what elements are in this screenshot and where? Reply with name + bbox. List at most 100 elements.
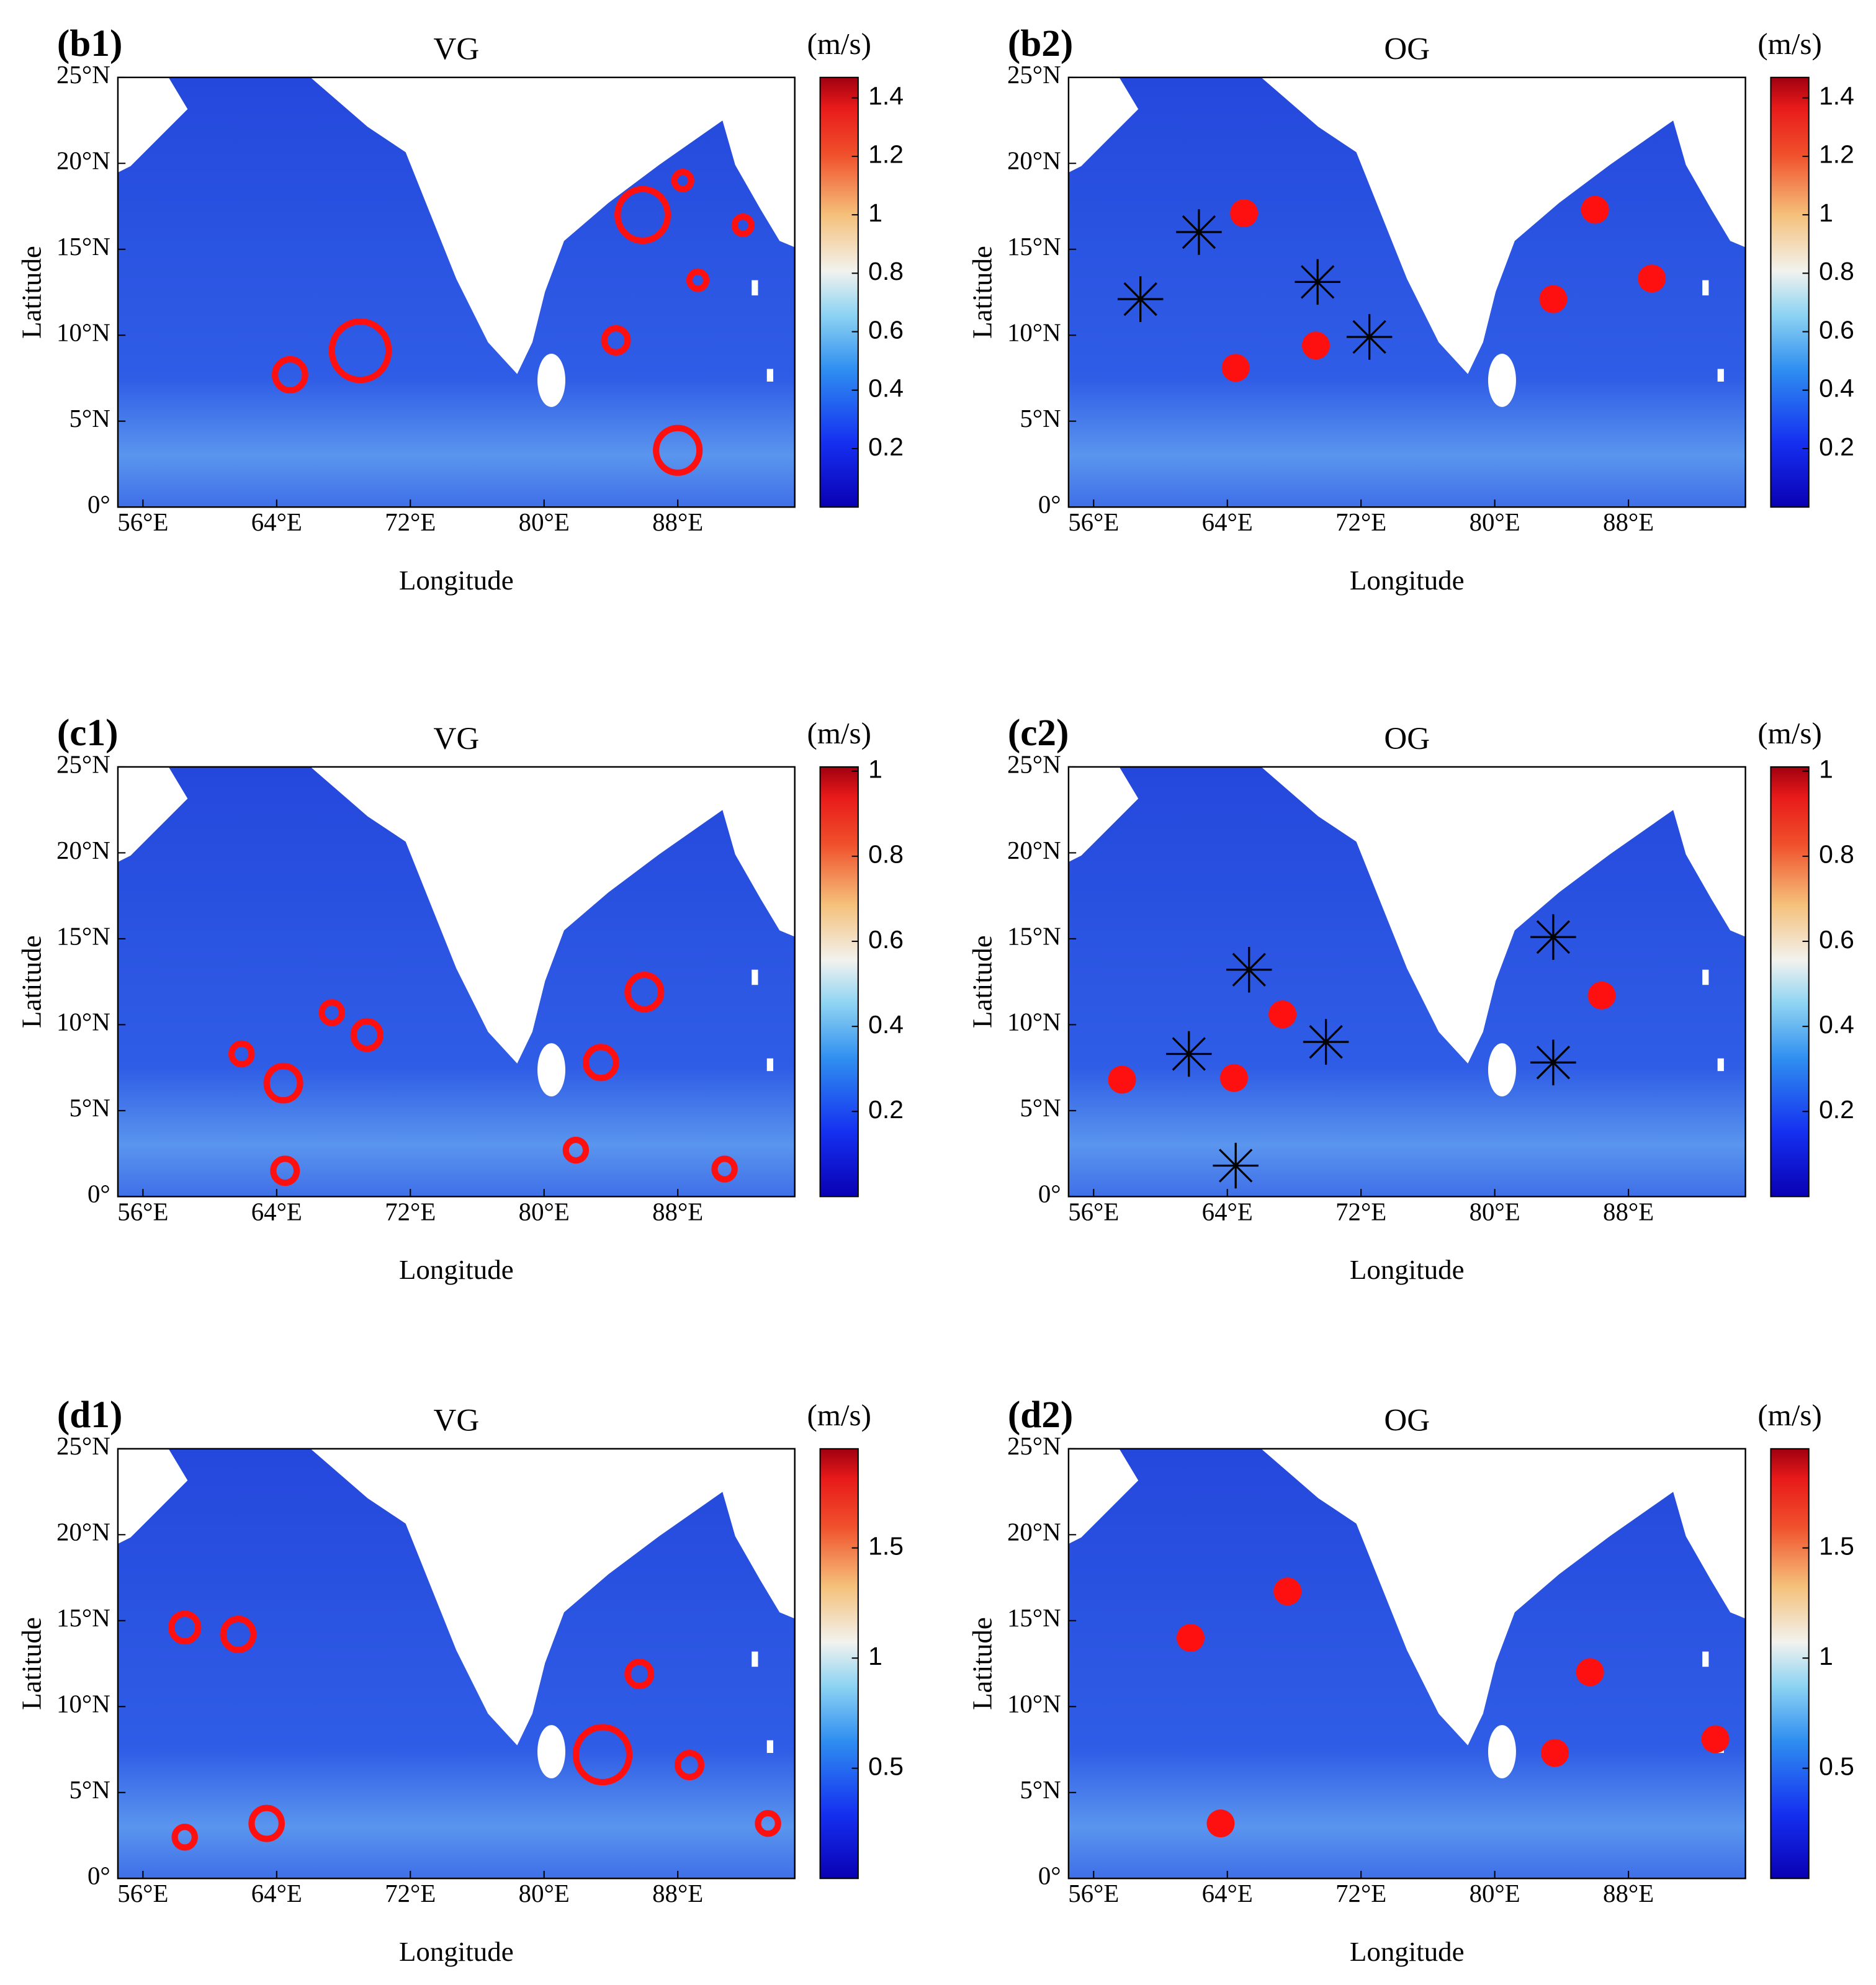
colorbar (819, 1448, 859, 1880)
colorbar-tick-label: 0.2 (1819, 1095, 1854, 1124)
colorbar-label: (m/s) (807, 1398, 871, 1432)
eddy-contour (601, 325, 631, 356)
y-tick-label: 5°N (1020, 405, 1061, 432)
y-tick-label: 0° (88, 491, 110, 519)
x-tick-label: 88°E (1603, 508, 1654, 536)
eddy-center (1221, 354, 1250, 382)
x-tick-label: 56°E (117, 1198, 168, 1226)
eddy-star (1530, 914, 1576, 960)
axes-frame (1067, 766, 1746, 1198)
eddy-contour (168, 1610, 202, 1645)
x-tick-label: 64°E (1202, 1880, 1253, 1907)
eddy-contour (582, 1044, 619, 1082)
eddy-contour (328, 318, 392, 383)
y-tick-label: 25°N (1007, 61, 1061, 89)
colorbar (819, 766, 859, 1198)
x-axis-label: Longitude (1350, 1254, 1465, 1285)
eddy-center (1177, 1624, 1205, 1652)
x-tick-label: 72°E (1335, 508, 1386, 536)
eddy-contour (272, 356, 308, 393)
eddy-contour (248, 1804, 285, 1842)
eddy-contour (614, 186, 671, 244)
y-tick-label: 20°N (1007, 1518, 1061, 1546)
eddy-star (1213, 1142, 1259, 1189)
x-tick-label: 64°E (1202, 1198, 1253, 1226)
panel-label: (b1) (57, 22, 123, 65)
y-tick-label: 10°N (56, 1008, 110, 1036)
x-tick-label: 56°E (1068, 1198, 1119, 1226)
eddy-contour (171, 1824, 198, 1851)
colorbar-tick-label: 1.2 (868, 140, 904, 169)
y-tick-label: 0° (1038, 1862, 1061, 1890)
y-axis-label: Latitude (16, 1617, 47, 1710)
colorbar-tick-label: 0.6 (1819, 925, 1854, 954)
y-tick-label: 15°N (1007, 1604, 1061, 1632)
y-tick-label: 10°N (56, 1690, 110, 1718)
y-tick-label: 10°N (1007, 1008, 1061, 1036)
colorbar-tick-label: 1 (1819, 755, 1833, 784)
panel-label: (c1) (57, 712, 119, 754)
eddy-contour (270, 1155, 300, 1186)
x-axis-label: Longitude (1350, 565, 1465, 596)
eddy-star (1295, 259, 1340, 305)
x-tick-label: 80°E (519, 508, 570, 536)
colorbar-tick-label: 1.2 (1819, 140, 1854, 169)
colorbar-tick-label: 0.6 (868, 315, 904, 344)
y-tick-label: 25°N (1007, 1432, 1061, 1460)
eddy-center (1701, 1725, 1730, 1754)
x-axis-label: Longitude (399, 565, 514, 596)
colorbar-tick-label: 1 (868, 199, 882, 227)
y-axis-label: Latitude (966, 935, 997, 1028)
colorbar-tick-label: 1 (1819, 1642, 1833, 1670)
colorbar-tick-label: 0.2 (868, 432, 904, 461)
y-tick-label: 15°N (56, 922, 110, 950)
x-tick-label: 56°E (1068, 508, 1119, 536)
y-tick-label: 15°N (1007, 922, 1061, 950)
x-tick-label: 72°E (1335, 1198, 1386, 1226)
panel-label: (d1) (57, 1394, 123, 1436)
y-tick-label: 0° (88, 1862, 110, 1890)
eddy-star (1117, 276, 1164, 322)
colorbar-tick-label: 0.2 (868, 1095, 904, 1124)
panel-title: VG (433, 32, 479, 67)
eddy-contour (572, 1724, 633, 1786)
x-tick-label: 80°E (519, 1880, 570, 1907)
colorbar-tick-label: 0.4 (1819, 1010, 1854, 1039)
eddy-contour (263, 1062, 303, 1104)
colorbar-label: (m/s) (1757, 27, 1821, 61)
x-tick-label: 64°E (1202, 508, 1253, 536)
y-tick-label: 25°N (56, 750, 110, 778)
eddy-star (1226, 946, 1272, 993)
eddy-star (1530, 1039, 1576, 1086)
x-tick-label: 88°E (652, 508, 703, 536)
y-axis-label: Latitude (966, 1617, 997, 1710)
y-tick-label: 0° (88, 1180, 110, 1208)
colorbar-tick-label: 1.5 (868, 1531, 904, 1560)
eddy-center (1230, 199, 1259, 228)
colorbar (1770, 766, 1810, 1198)
eddy-center (1638, 264, 1666, 293)
eddy-center (1576, 1658, 1604, 1687)
y-tick-label: 10°N (1007, 1690, 1061, 1718)
colorbar-tick-label: 0.5 (1819, 1752, 1854, 1781)
eddy-contour (675, 1749, 704, 1780)
colorbar-tick-label: 1.4 (1819, 82, 1854, 110)
y-tick-label: 15°N (1007, 233, 1061, 261)
x-tick-label: 64°E (251, 508, 302, 536)
eddy-center (1206, 1809, 1235, 1838)
x-tick-label: 72°E (385, 1880, 436, 1907)
y-tick-label: 25°N (1007, 750, 1061, 778)
x-tick-label: 72°E (385, 508, 436, 536)
colorbar-label: (m/s) (807, 27, 871, 61)
colorbar-tick-label: 0.6 (1819, 315, 1854, 344)
axes-frame (117, 1448, 796, 1880)
x-tick-label: 88°E (652, 1198, 703, 1226)
colorbar-tick-label: 1 (868, 755, 882, 784)
y-tick-label: 20°N (56, 836, 110, 864)
eddy-center (1587, 981, 1616, 1010)
colorbar-label: (m/s) (807, 716, 871, 750)
x-axis-label: Longitude (399, 1254, 514, 1285)
colorbar-tick-label: 1 (1819, 199, 1833, 227)
eddy-center (1541, 1739, 1569, 1767)
y-tick-label: 0° (1038, 1180, 1061, 1208)
